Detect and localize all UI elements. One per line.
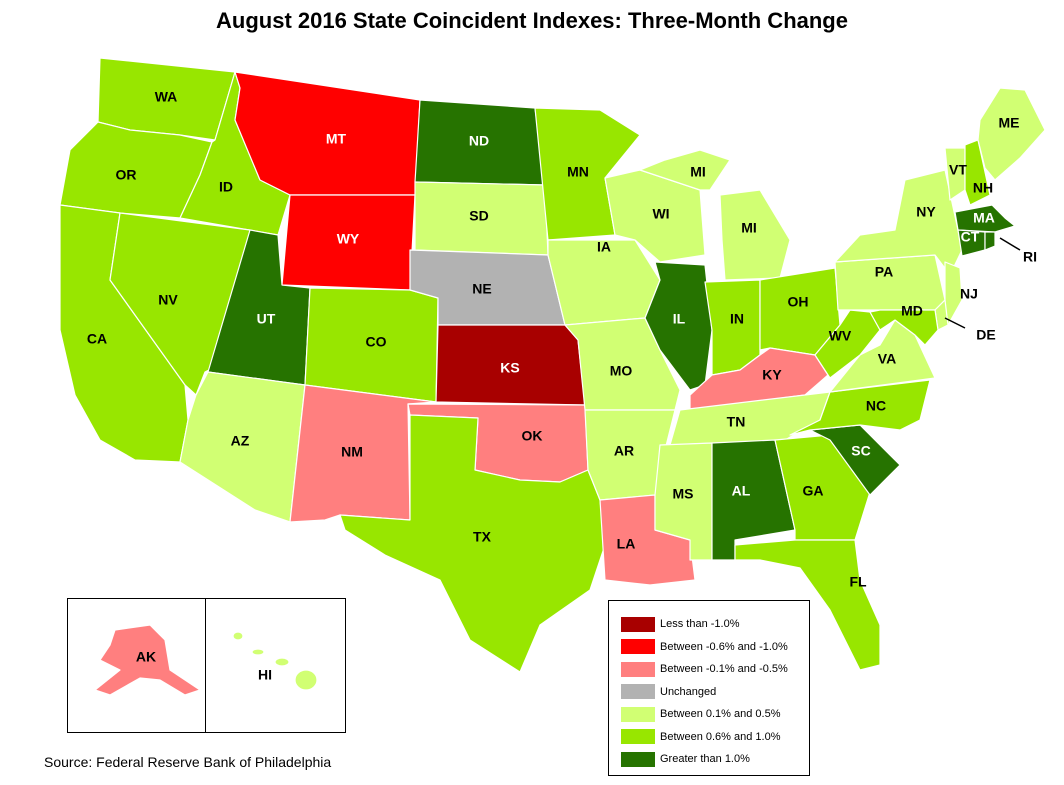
state-nc[interactable]: [789, 379, 931, 436]
legend-swatch: [621, 729, 655, 745]
state-label-ut: UT: [257, 311, 276, 327]
legend-swatch: [621, 751, 655, 767]
state-label-nm: NM: [341, 444, 363, 460]
legend-label: Between -0.1% and -0.5%: [660, 663, 788, 676]
state-label-wa: WA: [155, 89, 178, 105]
state-label-ks: KS: [500, 360, 519, 376]
state-label-la: LA: [617, 536, 636, 552]
state-label-ma: MA: [973, 210, 995, 226]
legend-label: Less than -1.0%: [660, 618, 740, 631]
state-label-mo: MO: [610, 363, 633, 379]
state-label-co: CO: [366, 334, 387, 350]
legend-item: Greater than 1.0%: [621, 748, 809, 771]
state-label-hi: HI: [258, 667, 272, 683]
state-md[interactable]: [869, 309, 939, 346]
state-label-ga: GA: [803, 483, 824, 499]
state-label-il: IL: [673, 311, 686, 327]
legend-item: Between 0.1% and 0.5%: [621, 703, 809, 726]
state-label-ar: AR: [614, 443, 634, 459]
state-label-tx: TX: [473, 529, 492, 545]
state-label-az: AZ: [231, 433, 250, 449]
legend-item: Less than -1.0%: [621, 613, 809, 636]
state-label-ct: CT: [961, 229, 980, 245]
legend-label: Between -0.6% and -1.0%: [660, 640, 788, 653]
state-label-in: IN: [730, 311, 744, 327]
legend-swatch: [621, 639, 655, 655]
state-me[interactable]: [977, 87, 1046, 181]
state-hi-3[interactable]: [274, 657, 290, 667]
state-label-mn: MN: [567, 164, 589, 180]
legend-label: Between 0.1% and 0.5%: [660, 708, 781, 721]
state-label-ms: MS: [673, 486, 694, 502]
map-title: August 2016 State Coincident Indexes: Th…: [216, 8, 848, 33]
source-note: Source: Federal Reserve Bank of Philadel…: [44, 754, 332, 770]
de-leader-line: [944, 317, 966, 329]
state-label-nv: NV: [158, 292, 178, 308]
state-label-oh: OH: [788, 294, 809, 310]
state-ny[interactable]: [834, 169, 963, 276]
state-label-nj: NJ: [960, 286, 978, 302]
state-label-wv: WV: [829, 328, 852, 344]
state-label-tn: TN: [727, 414, 746, 430]
ri-leader-line: [999, 237, 1021, 251]
state-label-or: OR: [116, 167, 137, 183]
state-label-me: ME: [999, 115, 1020, 131]
legend-label: Unchanged: [660, 685, 717, 698]
state-label-sd: SD: [469, 208, 488, 224]
legend-item: Unchanged: [621, 681, 809, 704]
state-label-wi: WI: [652, 206, 669, 222]
state-label-mi-lower: MI: [741, 220, 757, 236]
state-label-pa: PA: [875, 264, 893, 280]
state-label-nh: NH: [973, 180, 993, 196]
legend-item: Between -0.1% and -0.5%: [621, 658, 809, 681]
state-hi-islands: [232, 631, 318, 691]
legend-item: Between 0.6% and 1.0%: [621, 726, 809, 749]
state-label-sc: SC: [851, 443, 870, 459]
state-ri[interactable]: [984, 231, 996, 251]
state-label-md: MD: [901, 303, 923, 319]
state-label-ok: OK: [522, 428, 543, 444]
state-label-ia: IA: [597, 239, 611, 255]
legend-item: Between -0.6% and -1.0%: [621, 636, 809, 659]
legend-label: Between 0.6% and 1.0%: [660, 730, 781, 743]
state-label-va: VA: [878, 351, 896, 367]
state-hi-4[interactable]: [294, 669, 318, 691]
state-ak[interactable]: [94, 624, 201, 696]
state-label-ne: NE: [472, 281, 491, 297]
state-label-ak: AK: [136, 649, 156, 665]
state-tx[interactable]: [339, 414, 606, 673]
legend-swatch: [621, 706, 655, 722]
legend: Less than -1.0% Between -0.6% and -1.0% Be…: [608, 600, 810, 776]
state-label-mt: MT: [326, 131, 347, 147]
state-nh[interactable]: [964, 139, 991, 206]
state-label-id: ID: [219, 179, 233, 195]
state-label-nc: NC: [866, 398, 886, 414]
state-label-mi-upper: MI: [690, 164, 706, 180]
state-label-fl: FL: [849, 574, 867, 590]
state-label-ny: NY: [916, 204, 936, 220]
state-label-ky: KY: [762, 367, 782, 383]
state-label-de: DE: [976, 327, 995, 343]
legend-swatch: [621, 616, 655, 632]
state-label-al: AL: [732, 483, 751, 499]
state-label-vt: VT: [949, 162, 967, 178]
state-hi-2[interactable]: [251, 648, 265, 656]
inset-divider: [205, 598, 206, 733]
legend-swatch: [621, 661, 655, 677]
state-label-ca: CA: [87, 331, 107, 347]
state-mi-upper[interactable]: [639, 149, 731, 191]
state-label-nd: ND: [469, 133, 489, 149]
state-label-ri: RI: [1023, 249, 1037, 265]
state-label-wy: WY: [337, 231, 360, 247]
state-fl[interactable]: [734, 539, 881, 671]
legend-label: Greater than 1.0%: [660, 753, 750, 766]
state-hi-1[interactable]: [232, 631, 244, 641]
legend-swatch: [621, 684, 655, 700]
inset-frame: [67, 598, 346, 733]
